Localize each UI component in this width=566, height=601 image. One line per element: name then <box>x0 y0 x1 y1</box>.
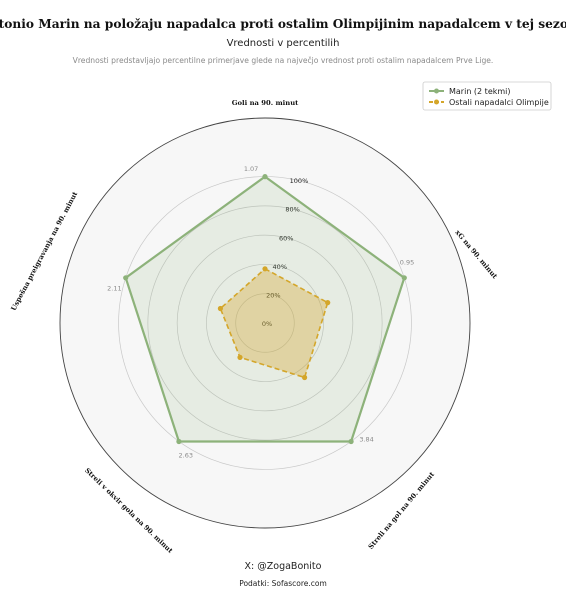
legend-box <box>422 81 552 111</box>
axis-max-label: 2.63 <box>179 452 193 460</box>
radial-tick-label: 60% <box>279 234 293 242</box>
series-line-others <box>219 267 329 379</box>
series-area-marin <box>125 176 405 442</box>
series-area-others <box>220 268 328 378</box>
legend: Marin (2 tekmi) Ostali napadalci Olimpij… <box>422 81 552 111</box>
grid-ring <box>147 205 383 441</box>
axis-max-label: 2.11 <box>107 285 121 293</box>
data-point-marin <box>348 438 354 445</box>
data-point-marin <box>123 275 129 281</box>
axis-max-label: 0.95 <box>400 258 414 266</box>
radial-tick-label: 40% <box>273 263 287 271</box>
data-point-others <box>325 300 331 306</box>
chart-subtitle: Vrednosti v percentilih <box>227 38 340 49</box>
chart-title: Antonio Marin na položaju napadalca prot… <box>0 17 566 31</box>
axis-label: Goli na 90. minut <box>232 99 299 107</box>
axis-max-label: 1.07 <box>244 165 258 173</box>
data-point-others <box>237 354 243 360</box>
data-point-others <box>262 266 268 272</box>
axis-max-label: 3.84 <box>359 435 373 443</box>
grid-ring <box>206 264 324 382</box>
data-point-marin <box>401 275 407 281</box>
legend-marker-dot <box>434 99 439 105</box>
credit-author: X: @ZogaBonito <box>245 561 322 572</box>
radial-tick-label: 100% <box>290 177 309 185</box>
data-point-others <box>217 305 223 312</box>
legend-item-marin: Marin (2 tekmi) <box>429 87 511 96</box>
radar-plot: 0% 20% 40% 60% 80% 100% 1.07 0.95 3.84 2.63 2.11 Go… <box>10 99 500 555</box>
series-line-marin <box>124 175 406 443</box>
data-point-others <box>302 374 308 381</box>
grid-ring <box>176 234 354 412</box>
data-point-marin <box>176 438 182 445</box>
legend-label-marin: Marin (2 tekmi) <box>449 87 511 96</box>
data-point-marin <box>262 174 268 180</box>
radial-tick-label: 80% <box>285 206 299 214</box>
legend-label-others: Ostali napadalci Olimpije <box>449 98 549 107</box>
legend-marker-dot <box>434 88 439 94</box>
plot-background <box>59 117 471 529</box>
grid-ring <box>235 293 295 353</box>
radial-tick-label: 20% <box>266 291 280 299</box>
radial-tick-label: 0% <box>262 320 272 328</box>
chart-note: Vrednosti predstavljajo percentilne prim… <box>73 56 494 65</box>
legend-item-others: Ostali napadalci Olimpije <box>429 98 549 107</box>
credit-source: Podatki: Sofascore.com <box>239 579 327 588</box>
